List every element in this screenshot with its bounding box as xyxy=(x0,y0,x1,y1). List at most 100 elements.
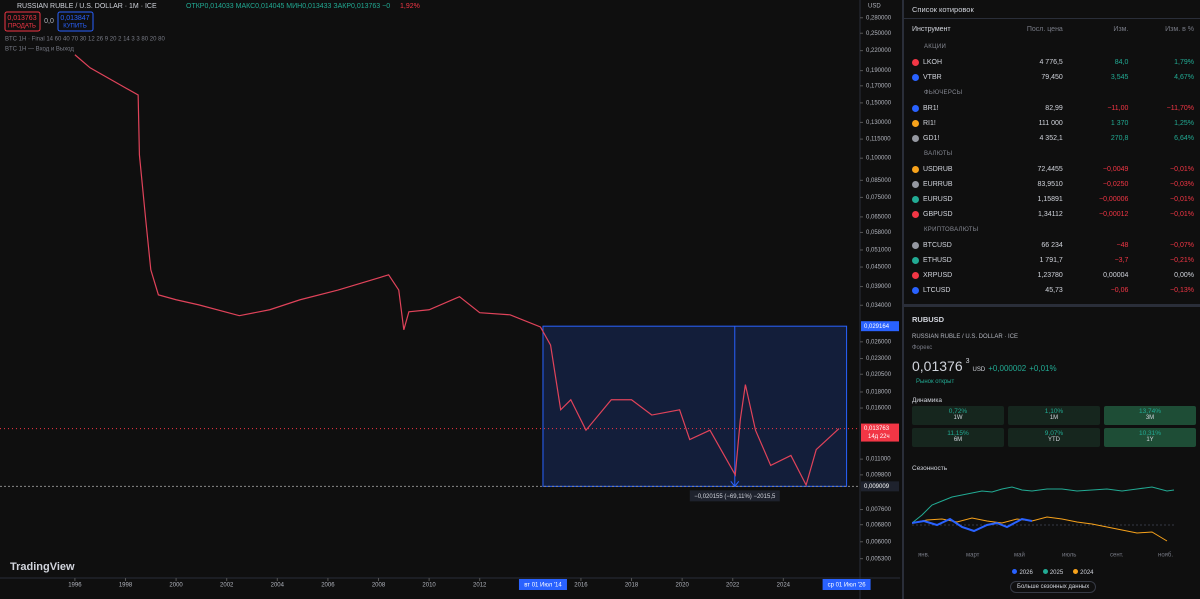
watchlist-row[interactable]: BTCUSD 66 234 −48 −0,07% xyxy=(904,238,1200,253)
last-price: 111 000 xyxy=(1038,120,1063,127)
y-tick-label: 0,009800 xyxy=(866,472,892,478)
performance-tile: 9,07% YTD xyxy=(1008,428,1100,447)
legend-dot xyxy=(1042,569,1048,574)
legend-item: 2024 xyxy=(1073,569,1094,576)
y-tick-label: 0,023000 xyxy=(866,356,892,362)
countdown: 14д 22ч xyxy=(868,434,890,440)
watchlist-row[interactable]: GBPUSD 1,34112 −0,00012 −0,01% xyxy=(904,207,1200,222)
performance-period: 1W xyxy=(953,415,963,421)
x-tick-label: 2004 xyxy=(271,583,285,589)
change-pct: −11,70% xyxy=(1166,105,1194,112)
change: 270,8 xyxy=(1110,135,1129,142)
watchlist-row[interactable]: USDRUB 72,4455 −0,0049 −0,01% xyxy=(904,162,1200,177)
watchlist-row[interactable]: GD1! 4 352,1 270,8 6,64% xyxy=(904,131,1200,146)
change: −0,00012 xyxy=(1099,211,1129,218)
month-label: янв. xyxy=(918,553,930,559)
change: +0,000002 xyxy=(988,364,1027,373)
change-pct: −0,03% xyxy=(1170,181,1194,188)
legend-dot xyxy=(1012,569,1018,574)
sell-price[interactable]: 0,013763 xyxy=(7,15,36,22)
y-tick-label: 0,170000 xyxy=(866,83,892,89)
watchlist-title[interactable]: Список котировок xyxy=(904,0,1200,19)
watchlist-row[interactable]: EURRUB 83,9510 −0,0250 −0,03% xyxy=(904,177,1200,192)
currency: USD xyxy=(972,367,986,373)
x-tick-label: 1998 xyxy=(119,583,133,589)
symbol-cell: BTCUSD xyxy=(912,242,997,249)
change: −0,06 xyxy=(1110,287,1129,294)
watchlist-row[interactable]: EURUSD 1,15891 −0,00006 −0,01% xyxy=(904,192,1200,207)
buy-button[interactable] xyxy=(57,11,94,32)
buy-label[interactable]: КУПИТЬ xyxy=(63,24,87,30)
performance-period: 6M xyxy=(953,437,963,443)
column-title: Изм. в % xyxy=(1165,25,1194,33)
price-row: 0,01376 3 USD +0,000002 +0,01% xyxy=(912,358,1057,374)
x-tick-label: 2016 xyxy=(574,583,588,589)
change-pct: 1,25% xyxy=(1174,120,1194,127)
last-price: 66 234 xyxy=(1041,242,1063,249)
change-pct: −0,01% xyxy=(1170,196,1194,203)
performance-period: 1Y xyxy=(1146,437,1154,443)
change-pct: −0,01% xyxy=(1170,211,1194,218)
watchlist-row[interactable]: XRPUSD 1,23780 0,00004 0,00% xyxy=(904,268,1200,283)
last-price: 83,9510 xyxy=(1037,181,1063,188)
last-price: 4 352,1 xyxy=(1039,135,1063,142)
chart-title: RUSSIAN RUBLE / U.S. DOLLAR · 1M · ICE xyxy=(17,3,157,10)
watchlist-row[interactable]: LKOH 4 776,5 84,0 1,79% xyxy=(904,55,1200,70)
change: 1 370 xyxy=(1110,120,1129,127)
sell-label[interactable]: ПРОДАТЬ xyxy=(8,24,36,30)
y-tick-label: 0,085000 xyxy=(866,178,892,184)
y-tick-label: 0,006800 xyxy=(866,522,892,528)
symbol-cell: LTCUSD xyxy=(912,287,997,294)
watchlist-row[interactable]: BR1! 82,99 −11,00 −11,70% xyxy=(904,101,1200,116)
performance-period: 1M xyxy=(1049,415,1059,421)
symbol-icon xyxy=(912,74,919,81)
watchlist-row[interactable]: VTBR 79,450 3,545 4,67% xyxy=(904,70,1200,85)
ohlc: ОТКР0,014033 МАКС0,014045 МИН0,013433 ЗА… xyxy=(186,3,390,10)
season-2024 xyxy=(912,516,1168,542)
price-box-label: 0,029164 xyxy=(864,324,890,330)
month-label: сент. xyxy=(1110,553,1124,559)
symbol: XRPUSD xyxy=(923,272,953,279)
section-title: ФЬЮЧЕРСЫ xyxy=(924,90,963,96)
symbol: ETHUSD xyxy=(923,257,952,264)
symbol-icon xyxy=(912,196,919,203)
sell-button[interactable] xyxy=(4,11,41,32)
season-2025 xyxy=(912,486,1175,524)
more-button[interactable]: Больше сезонных данных xyxy=(1010,581,1097,593)
buy-price[interactable]: 0,013847 xyxy=(60,15,89,22)
symbol-cell: XRPUSD xyxy=(912,272,997,279)
date-box xyxy=(518,579,567,590)
performance-value: 10,31% xyxy=(1138,430,1162,437)
watchlist-row[interactable]: LTCUSD 45,73 −0,06 −0,13% xyxy=(904,283,1200,298)
price-line-series xyxy=(74,54,840,487)
column-header: Инструмент Посл. цена Изм. Изм. в % xyxy=(904,19,1200,39)
symbol-icon xyxy=(912,135,919,142)
y-tick-label: 0,016000 xyxy=(866,406,892,412)
last-price: 1,23780 xyxy=(1037,272,1063,279)
change: −0,0250 xyxy=(1102,181,1129,188)
performance-period: YTD xyxy=(1048,437,1060,443)
currency: USD xyxy=(868,4,881,10)
watchlist-row[interactable]: ETHUSD 1 791,7 −3,7 −0,21% xyxy=(904,253,1200,268)
column-title: Изм. xyxy=(1113,25,1129,33)
change-pct: −0,21% xyxy=(1170,257,1194,264)
months: янв. март май июль сент. нояб. xyxy=(918,552,1173,559)
price-box-label: 0,009009 xyxy=(864,484,890,490)
change: −0,0049 xyxy=(1102,166,1129,173)
details: RUBUSD RUSSIAN RUBLE / U.S. DOLLAR · ICE… xyxy=(904,304,1200,597)
symbol: RI1! xyxy=(923,120,936,127)
y-tick-label: 0,190000 xyxy=(866,68,892,74)
y-tick-label: 0,051000 xyxy=(866,248,892,254)
change-pct: −0,07% xyxy=(1170,242,1194,249)
change-pct: +0,01% xyxy=(1029,364,1057,373)
watchlist-row[interactable]: RI1! 111 000 1 370 1,25% xyxy=(904,116,1200,131)
symbol-icon xyxy=(912,166,919,173)
performance-value: 11,15% xyxy=(947,430,969,437)
y-tick-label: 0,006000 xyxy=(866,539,892,545)
symbol: RUBUSD xyxy=(912,315,945,324)
symbol-icon xyxy=(912,242,919,249)
symbol-cell: EURRUB xyxy=(912,181,997,188)
y-tick-label: 0,058000 xyxy=(866,230,892,236)
performance-tile: 1,10% 1M xyxy=(1008,406,1100,425)
performance-tile: 10,31% 1Y xyxy=(1104,428,1196,447)
